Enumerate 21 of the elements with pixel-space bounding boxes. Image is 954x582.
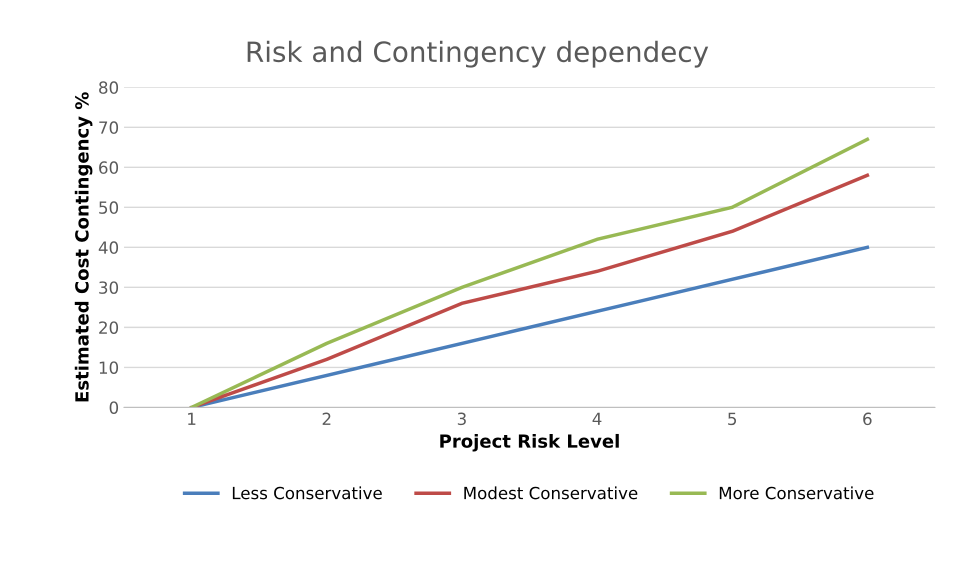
x-tick-label: 4 [592, 412, 602, 425]
y-tick-label: 70 [99, 121, 118, 134]
y-tick-label: 40 [98, 241, 118, 254]
y-tick-label: 30 [99, 281, 118, 294]
x-tick-label: 3 [458, 412, 466, 426]
y-tick-label: 0 [110, 401, 118, 414]
legend-label: Modest Conservative [464, 486, 638, 500]
y-tick-label: 60 [99, 161, 118, 174]
legend-label: More Conservative [720, 486, 874, 500]
chart-title: Risk and Contingency dependecy [248, 40, 708, 68]
legend-label: Less Conservative [232, 486, 382, 500]
y-tick-label: 10 [100, 361, 118, 374]
y-tick-label: 50 [99, 201, 118, 214]
x-tick-label: 2 [322, 412, 330, 425]
y-tick-label: 80 [99, 81, 118, 94]
x-tick-label: 1 [188, 412, 196, 425]
y-axis-title: Estimated Cost Contingency % [74, 92, 92, 402]
y-tick-label: 20 [99, 321, 118, 334]
x-tick-label: 5 [728, 412, 736, 426]
x-tick-label: 6 [863, 412, 872, 426]
x-axis-title: Project Risk Level [440, 434, 619, 452]
